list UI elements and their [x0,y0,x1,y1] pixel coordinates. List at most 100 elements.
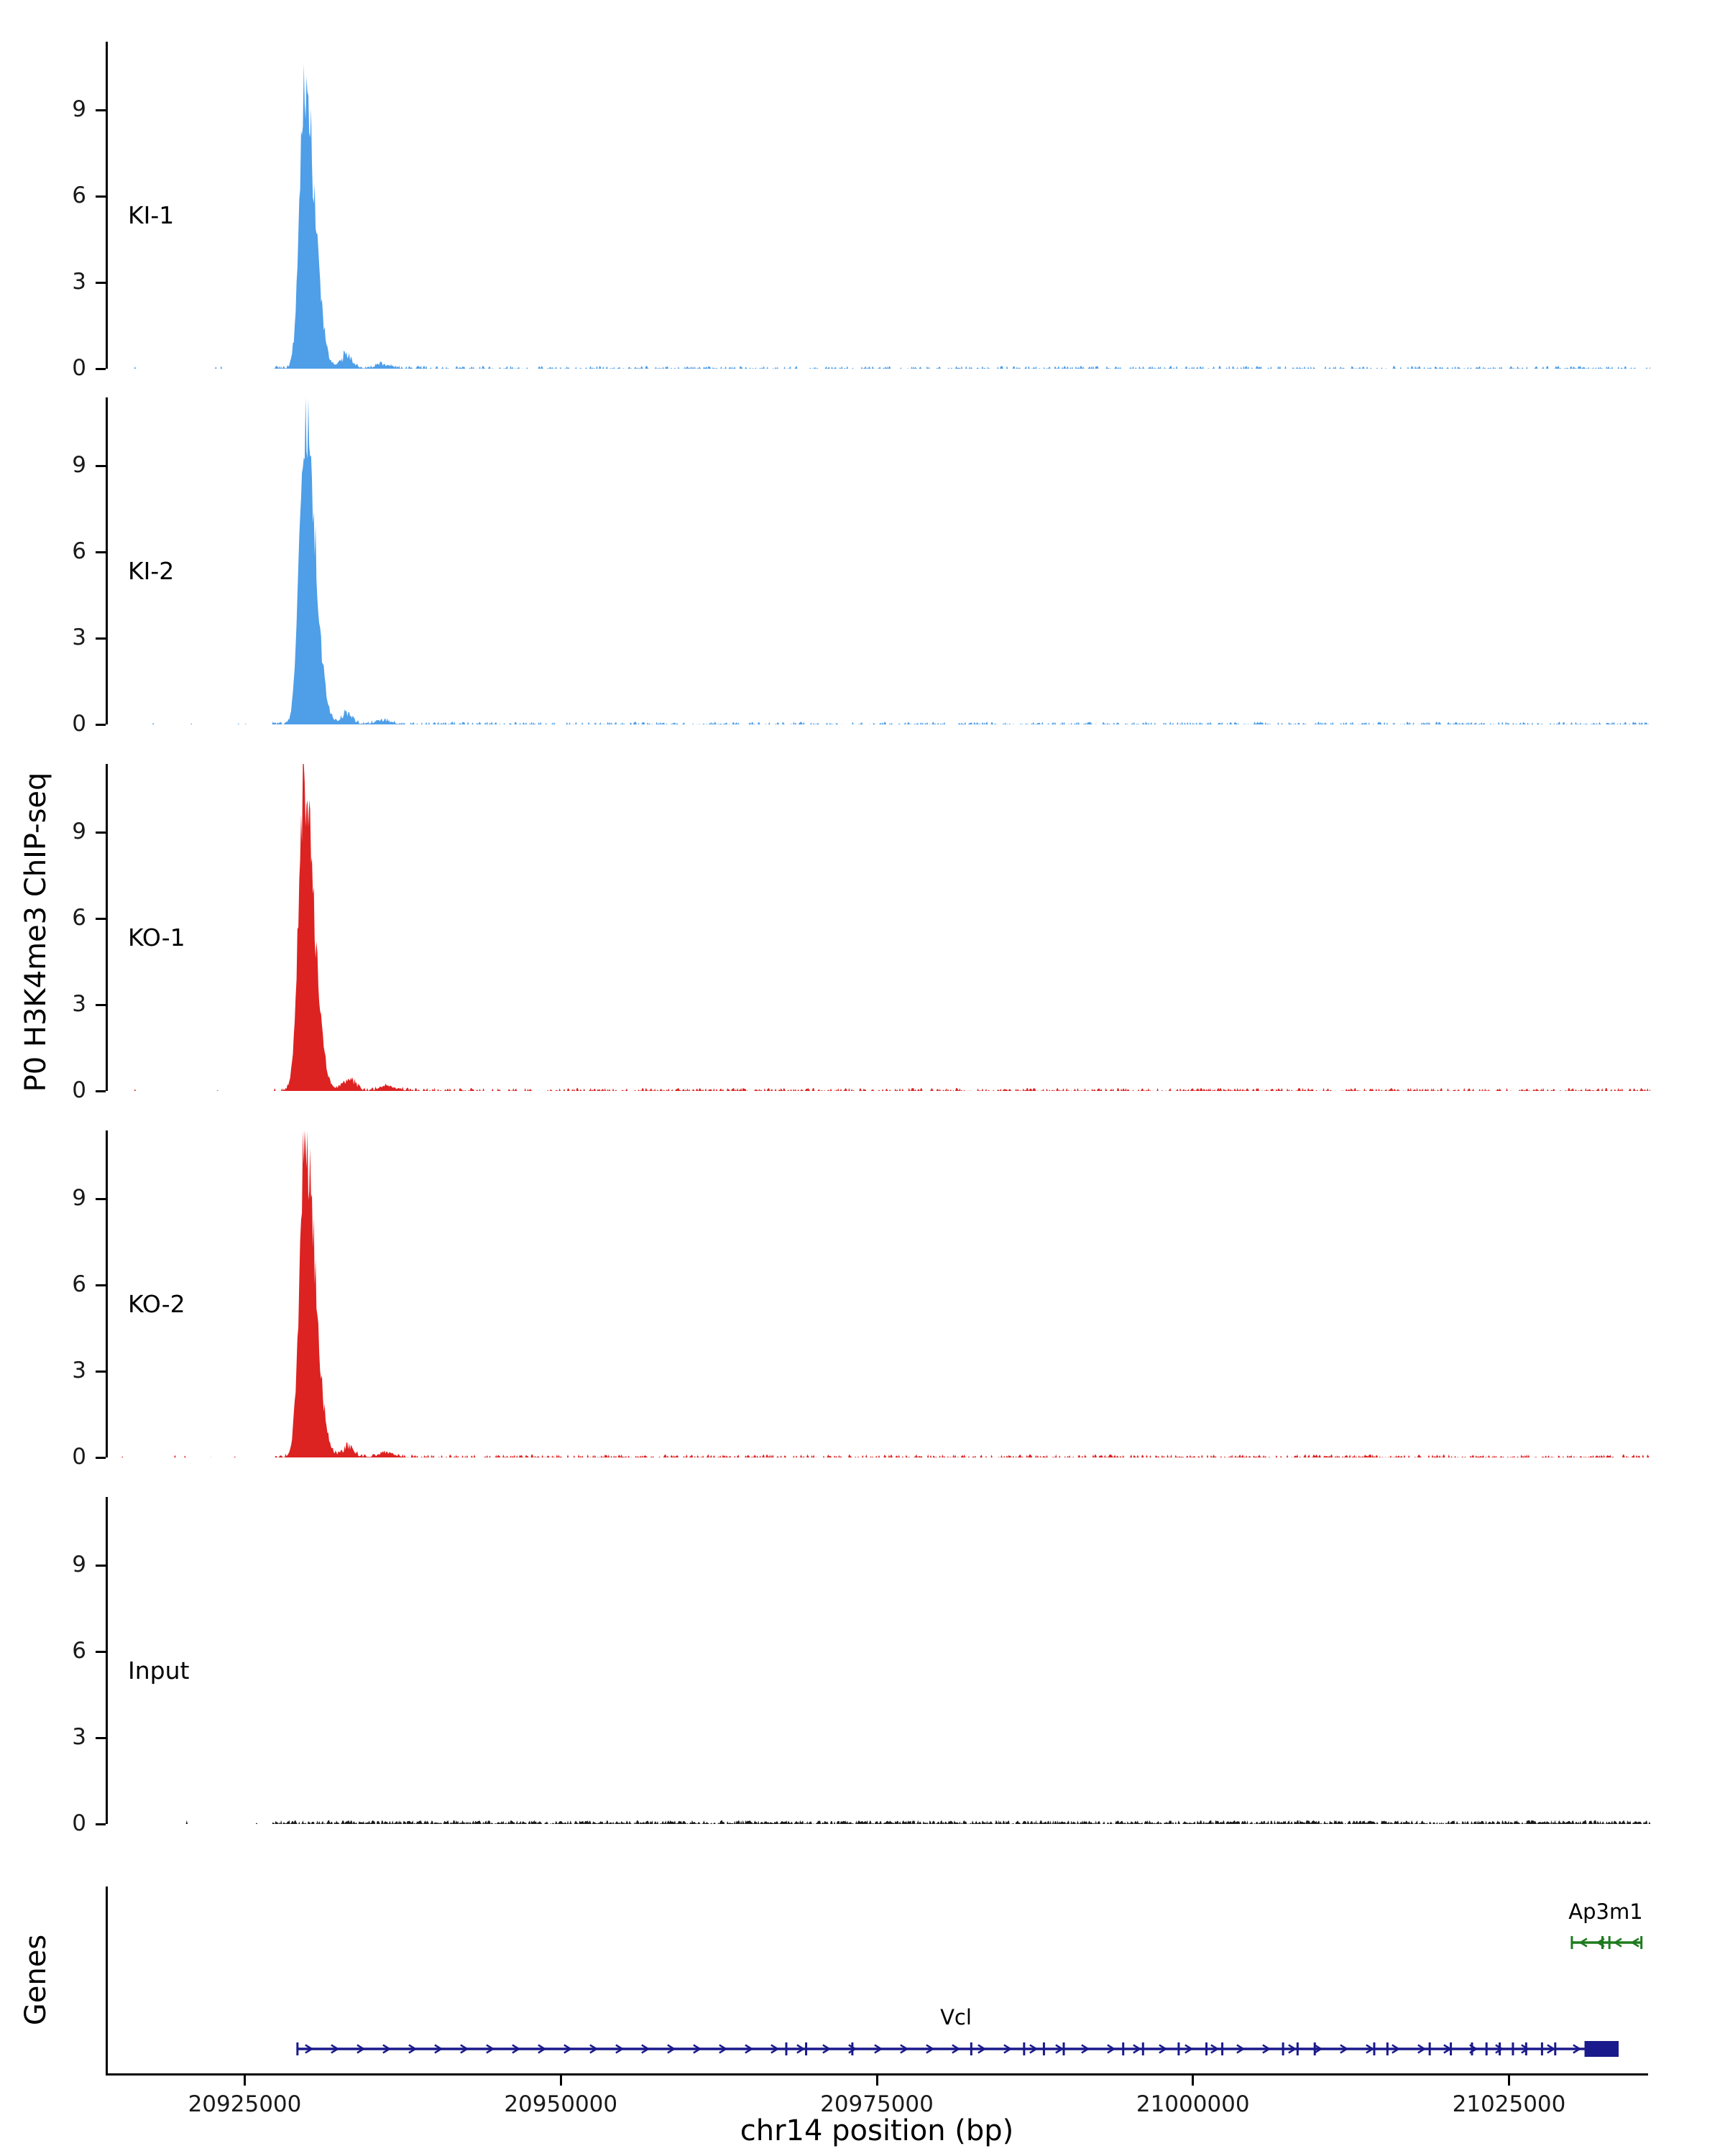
strand-arrow-icon [589,2044,599,2054]
signal-area-ko-2 [108,1130,1650,1457]
strand-arrow-icon [1288,2044,1297,2054]
strand-arrow-icon [1107,2044,1116,2054]
y-tick-label: 9 [72,1185,86,1211]
x-tick-mark [243,2076,246,2086]
track-panel-input: Input 0 3 6 9 [72,1497,1650,1836]
y-tick-mark [96,367,106,370]
strand-arrow-icon [331,2044,340,2054]
strand-arrow-icon [615,2044,625,2054]
strand-arrow-icon [434,2044,443,2054]
strand-arrow-icon [1029,2044,1039,2054]
y-tick-mark [96,637,106,640]
y-tick-mark [96,1089,106,1092]
signal-path-KI-1 [108,64,1650,369]
strand-arrow-icon [1133,2044,1142,2054]
y-tick-mark [96,464,106,467]
x-tick-mark [1192,2076,1195,2086]
y-tick-label: 6 [72,1638,86,1664]
strand-arrow-icon [1340,2044,1349,2054]
strand-arrow-icon [1596,1938,1605,1948]
y-tick-mark [96,109,106,111]
signal-area-input [108,1820,1650,1824]
strand-arrow-icon [641,2044,650,2054]
strand-arrow-icon [1443,2044,1453,2054]
y-tick-mark [96,1823,106,1825]
y-tick-label: 6 [72,905,86,931]
strand-arrow-icon [1392,2044,1401,2054]
genes-axis-title: Genes [19,1934,52,2026]
signal-path-Input [108,1820,1650,1824]
strand-arrow-icon [486,2044,495,2054]
strand-arrow-icon [874,2044,883,2054]
y-tick-label: 0 [72,1444,86,1470]
y-tick-label: 0 [72,711,86,737]
strand-arrow-icon [1055,2044,1064,2054]
strand-arrow-icon [1236,2044,1246,2054]
strand-arrow-icon [978,2044,987,2054]
y-tick-mark [96,1197,106,1200]
y-tick-label: 3 [72,269,86,295]
track-panel-ki-2: KI-2 0 3 6 9 [72,397,1650,737]
strand-arrow-icon [1521,2044,1530,2054]
strand-arrow-icon [1469,2044,1478,2054]
y-tick-mark [96,1564,106,1567]
strand-arrow-icon [848,2044,857,2054]
signal-path-KI-2 [108,397,1650,724]
y-tick-mark [96,1284,106,1286]
track-panel-ko-1: KO-1 0 3 6 9 [72,764,1650,1103]
strand-arrow-icon [1495,2044,1504,2054]
track-label-ki-1: KI-1 [128,201,175,229]
y-tick-mark [96,550,106,553]
x-tick-label: 20975000 [820,2091,934,2117]
y-tick-mark [96,1003,106,1006]
y-tick-label: 0 [72,1077,86,1103]
y-tick-label: 3 [72,1724,86,1750]
strand-arrow-icon [1366,2044,1375,2054]
strand-arrow-icon [460,2044,469,2054]
track-label-input: Input [128,1657,190,1685]
strand-arrow-icon [667,2044,676,2054]
x-tick-mark [559,2076,562,2086]
signal-area-ko-1 [108,764,1650,1091]
x-tick-label: 21000000 [1136,2091,1250,2117]
y-tick-label: 9 [72,96,86,122]
strand-arrow-icon [796,2044,806,2054]
y-tick-mark [96,917,106,920]
y-tick-label: 3 [72,991,86,1017]
strand-arrow-icon [1314,2044,1323,2054]
strand-arrow-icon [770,2044,780,2054]
x-tick-label: 20950000 [504,2091,618,2117]
strand-arrow-icon [305,2044,314,2054]
y-tick-mark [96,831,106,834]
strand-arrow-icon [564,2044,573,2054]
gene-label-ap3m1: Ap3m1 [1568,1899,1643,1924]
strand-arrow-icon [1547,2044,1556,2054]
y-tick-label: 6 [72,1271,86,1297]
gene-label-vcl: Vcl [940,2005,972,2030]
strand-arrow-icon [356,2044,366,2054]
y-tick-mark [96,1650,106,1653]
gene-utr-box-Vcl [1584,2041,1619,2057]
gene-models [296,1936,1643,2057]
x-tick-label: 20925000 [188,2091,302,2117]
x-axis-title: chr14 position (bp) [740,2114,1014,2147]
track-panel-ki-1: KI-1 0 3 6 9 [72,42,1650,381]
track-label-ko-2: KO-2 [128,1290,185,1318]
strand-arrow-icon [1210,2044,1220,2054]
y-tick-mark [96,723,106,726]
signal-area-ki-2 [108,397,1650,724]
y-tick-label: 9 [72,819,86,844]
genes-panel [106,1886,1650,2073]
strand-arrow-icon [952,2044,961,2054]
strand-arrow-icon [693,2044,702,2054]
y-tick-mark [96,195,106,198]
strand-arrow-icon [1613,1938,1622,1948]
strand-arrow-icon [538,2044,547,2054]
signal-path-KO-2 [108,1130,1650,1457]
y-tick-label: 3 [72,625,86,650]
strand-arrow-icon [822,2044,832,2054]
x-tick-label: 21025000 [1452,2091,1566,2117]
track-label-ko-1: KO-1 [128,923,185,952]
track-label-ki-2: KI-2 [128,557,175,585]
